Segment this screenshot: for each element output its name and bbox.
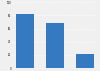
Bar [76, 54, 94, 68]
Bar [46, 23, 64, 68]
Bar [16, 14, 34, 68]
